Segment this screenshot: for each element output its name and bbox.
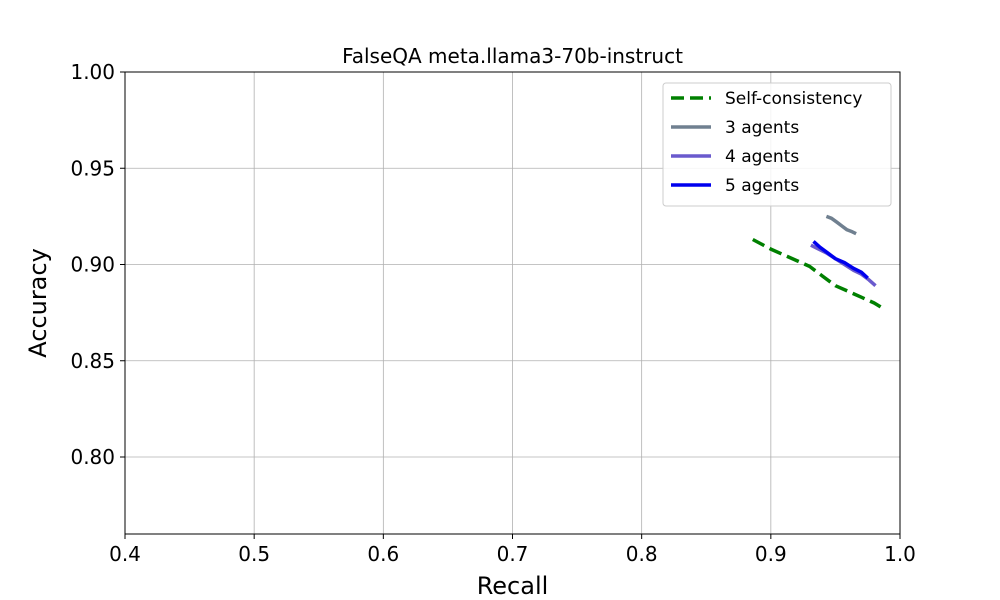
x-tick-label: 1.0 xyxy=(884,542,916,566)
x-axis-ticks: 0.4 0.5 0.6 0.7 0.8 0.9 1.0 xyxy=(109,534,916,566)
x-tick-label: 0.6 xyxy=(367,542,399,566)
y-tick-label: 0.85 xyxy=(70,349,115,373)
series-line-3 xyxy=(812,240,869,280)
legend-label: 5 agents xyxy=(725,176,799,196)
y-tick-label: 0.80 xyxy=(70,445,115,469)
y-tick-label: 0.90 xyxy=(70,253,115,277)
x-tick-label: 0.8 xyxy=(626,542,658,566)
x-axis-label: Recall xyxy=(477,572,549,600)
series-line-1 xyxy=(825,214,857,236)
chart-title: FalseQA meta.llama3-70b-instruct xyxy=(342,44,683,68)
legend-label: Self-consistency xyxy=(725,89,862,109)
legend-box xyxy=(662,82,892,207)
y-tick-label: 1.00 xyxy=(70,60,115,84)
legend: Self-consistency 3 agents 4 agents 5 agents xyxy=(662,82,892,207)
legend-label: 3 agents xyxy=(725,118,799,138)
y-tick-label: 0.95 xyxy=(70,156,115,180)
x-tick-label: 0.9 xyxy=(755,542,787,566)
series-layer xyxy=(751,214,882,309)
legend-label: 4 agents xyxy=(725,147,799,167)
x-tick-label: 0.4 xyxy=(109,542,141,566)
series-line-0 xyxy=(751,237,882,309)
x-tick-label: 0.5 xyxy=(238,542,270,566)
y-axis-ticks: 0.80 0.85 0.90 0.95 1.00 xyxy=(70,60,125,469)
y-axis-label: Accuracy xyxy=(24,248,52,358)
x-tick-label: 0.7 xyxy=(497,542,529,566)
